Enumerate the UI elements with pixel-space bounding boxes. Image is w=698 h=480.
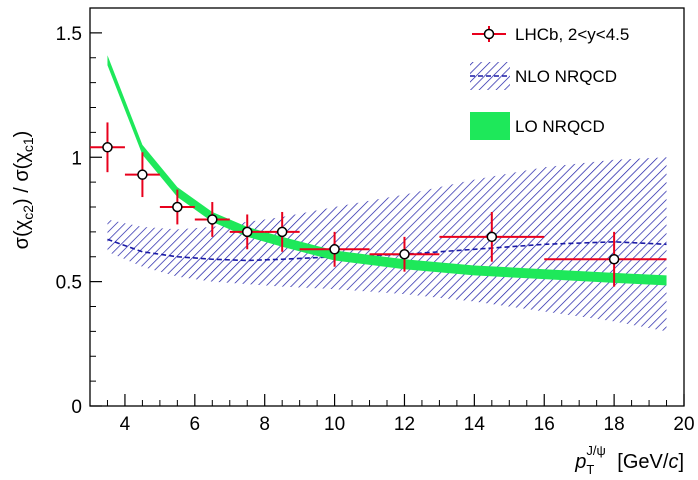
x-tick-label: 18 <box>604 414 625 435</box>
data-point <box>369 236 440 272</box>
legend-label-data: LHCb, 2<y<4.5 <box>515 25 629 44</box>
point-marker <box>276 226 288 238</box>
point-marker <box>207 214 218 225</box>
data-point <box>299 231 370 267</box>
point-marker <box>608 253 620 265</box>
data-point <box>124 152 160 198</box>
x-tick-label: 6 <box>190 414 201 435</box>
x-tick-label: 8 <box>259 414 270 435</box>
data-points <box>90 122 667 287</box>
legend-item-lo: LO NRQCD <box>470 112 605 140</box>
point-marker <box>172 201 183 213</box>
point-marker <box>399 249 410 260</box>
legend-label-nlo: NLO NRQCD <box>515 67 617 86</box>
point-marker <box>102 142 113 153</box>
data-point <box>159 189 195 225</box>
y-tick-label: 0.5 <box>56 273 82 294</box>
point-marker <box>329 244 340 255</box>
point-marker <box>486 231 498 243</box>
nlo-central-line <box>107 238 667 262</box>
x-tick-label: 16 <box>534 414 555 435</box>
y-tick-label: 0 <box>71 397 82 418</box>
data-point <box>264 211 300 252</box>
x-tick-label: 4 <box>120 414 131 435</box>
legend-label-lo: LO NRQCD <box>515 117 605 136</box>
data-point <box>439 211 545 262</box>
y-tick-label: 1 <box>71 148 82 169</box>
legend-item-data: LHCb, 2<y<4.5 <box>472 25 629 44</box>
x-tick-label: 14 <box>464 414 486 435</box>
y-tick-label: 1.5 <box>56 24 82 45</box>
y-axis: 0 0.5 1 1.5 <box>56 24 102 418</box>
x-tick-label: 20 <box>673 414 694 435</box>
data-point <box>544 231 667 287</box>
nlo-band <box>107 157 667 332</box>
data-point <box>194 202 230 237</box>
data-point <box>229 214 265 250</box>
x-axis: 4 6 8 10 12 14 16 18 20 <box>89 394 695 435</box>
y-axis-title: σ(χc2) / σ(χc1) <box>11 131 36 250</box>
x-tick-label: 12 <box>394 414 415 435</box>
legend: LHCb, 2<y<4.5 NLO NRQCD LO NRQCD <box>470 25 629 140</box>
x-axis-title: pTJ/ψ [GeV/c] <box>574 443 684 477</box>
point-marker <box>241 226 253 238</box>
data-point <box>90 122 125 173</box>
legend-item-nlo: NLO NRQCD <box>470 62 617 90</box>
point-marker <box>137 169 148 180</box>
x-tick-label: 10 <box>324 414 345 435</box>
